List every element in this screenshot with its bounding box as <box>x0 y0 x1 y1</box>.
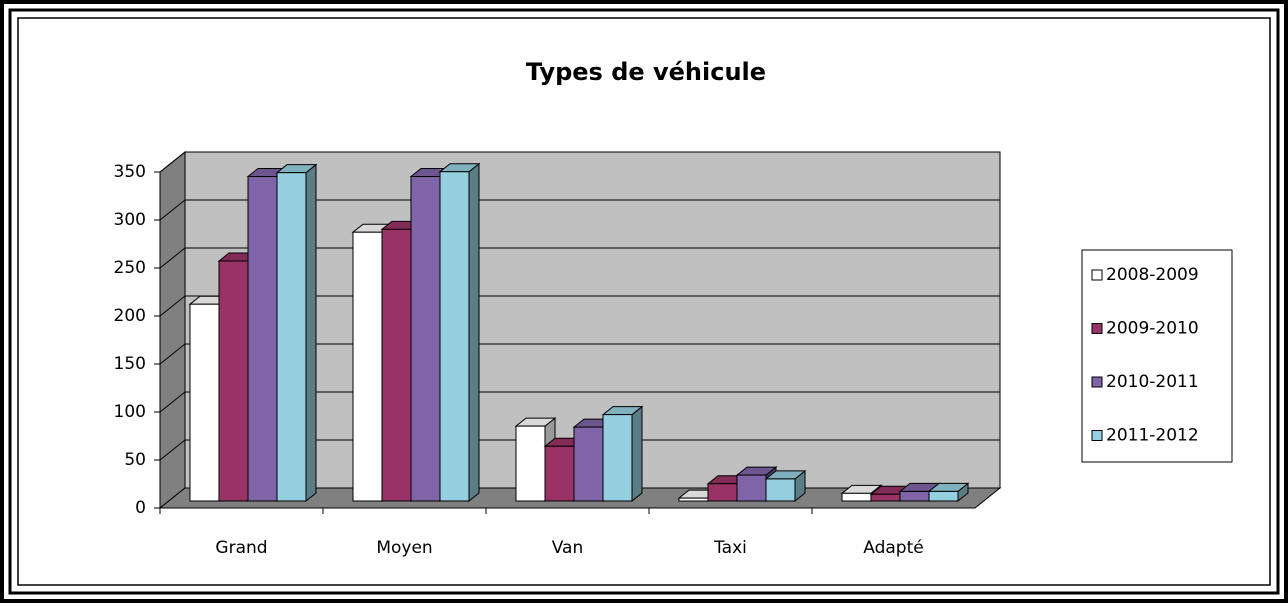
legend-swatch <box>1091 323 1103 334</box>
legend-swatch <box>1091 269 1103 281</box>
legend-label: 2009-2010 <box>1106 319 1199 339</box>
bar <box>678 497 709 502</box>
grid-line <box>159 151 186 173</box>
bar <box>410 176 441 502</box>
frame <box>8 8 1280 595</box>
bar <box>189 303 220 502</box>
y-tick-label: 200 <box>114 306 146 326</box>
bar <box>515 425 546 502</box>
bar <box>841 492 872 502</box>
bar-side <box>305 163 317 503</box>
grid-line <box>159 391 186 413</box>
bar-side <box>468 162 480 503</box>
grid-line <box>159 343 186 365</box>
bar <box>765 478 796 502</box>
legend-label: 2011-2012 <box>1106 426 1199 446</box>
bar <box>439 171 470 502</box>
x-tick-label: Adapté <box>863 538 923 558</box>
bar <box>736 474 767 502</box>
grid-line <box>159 439 186 461</box>
legend <box>1081 249 1233 463</box>
x-tick-label: Taxi <box>713 538 747 558</box>
legend-label: 2010-2011 <box>1106 372 1199 392</box>
grid-line <box>159 199 186 221</box>
y-tick-label: 250 <box>114 258 146 278</box>
x-tick-label: Moyen <box>376 538 432 558</box>
bar <box>870 493 901 502</box>
chart-title: Types de véhicule <box>526 58 766 86</box>
legend-swatch <box>1091 430 1103 441</box>
grid-line <box>159 295 186 317</box>
y-tick-label: 300 <box>114 210 146 230</box>
bar <box>573 426 604 502</box>
bar <box>899 490 930 502</box>
bar-side <box>631 405 643 503</box>
bar <box>218 260 249 502</box>
y-tick-label: 100 <box>114 402 146 422</box>
bar <box>352 231 383 502</box>
legend-swatch <box>1091 376 1103 388</box>
x-tick-label: Grand <box>215 538 267 558</box>
y-tick-label: 150 <box>114 354 146 374</box>
bar <box>928 490 959 502</box>
bar <box>707 483 738 502</box>
x-tick-label: Van <box>552 538 584 558</box>
bar <box>247 176 278 502</box>
grid-line <box>159 247 186 269</box>
y-tick-label: 350 <box>114 162 146 182</box>
bar <box>602 414 633 502</box>
frame <box>17 17 1271 586</box>
bar <box>276 172 307 502</box>
bar <box>544 445 575 502</box>
y-tick-label: 50 <box>124 450 146 470</box>
bar <box>381 228 412 502</box>
side-wall <box>159 150 186 510</box>
legend-label: 2008-2009 <box>1106 265 1199 285</box>
y-tick-label: 0 <box>135 498 146 518</box>
